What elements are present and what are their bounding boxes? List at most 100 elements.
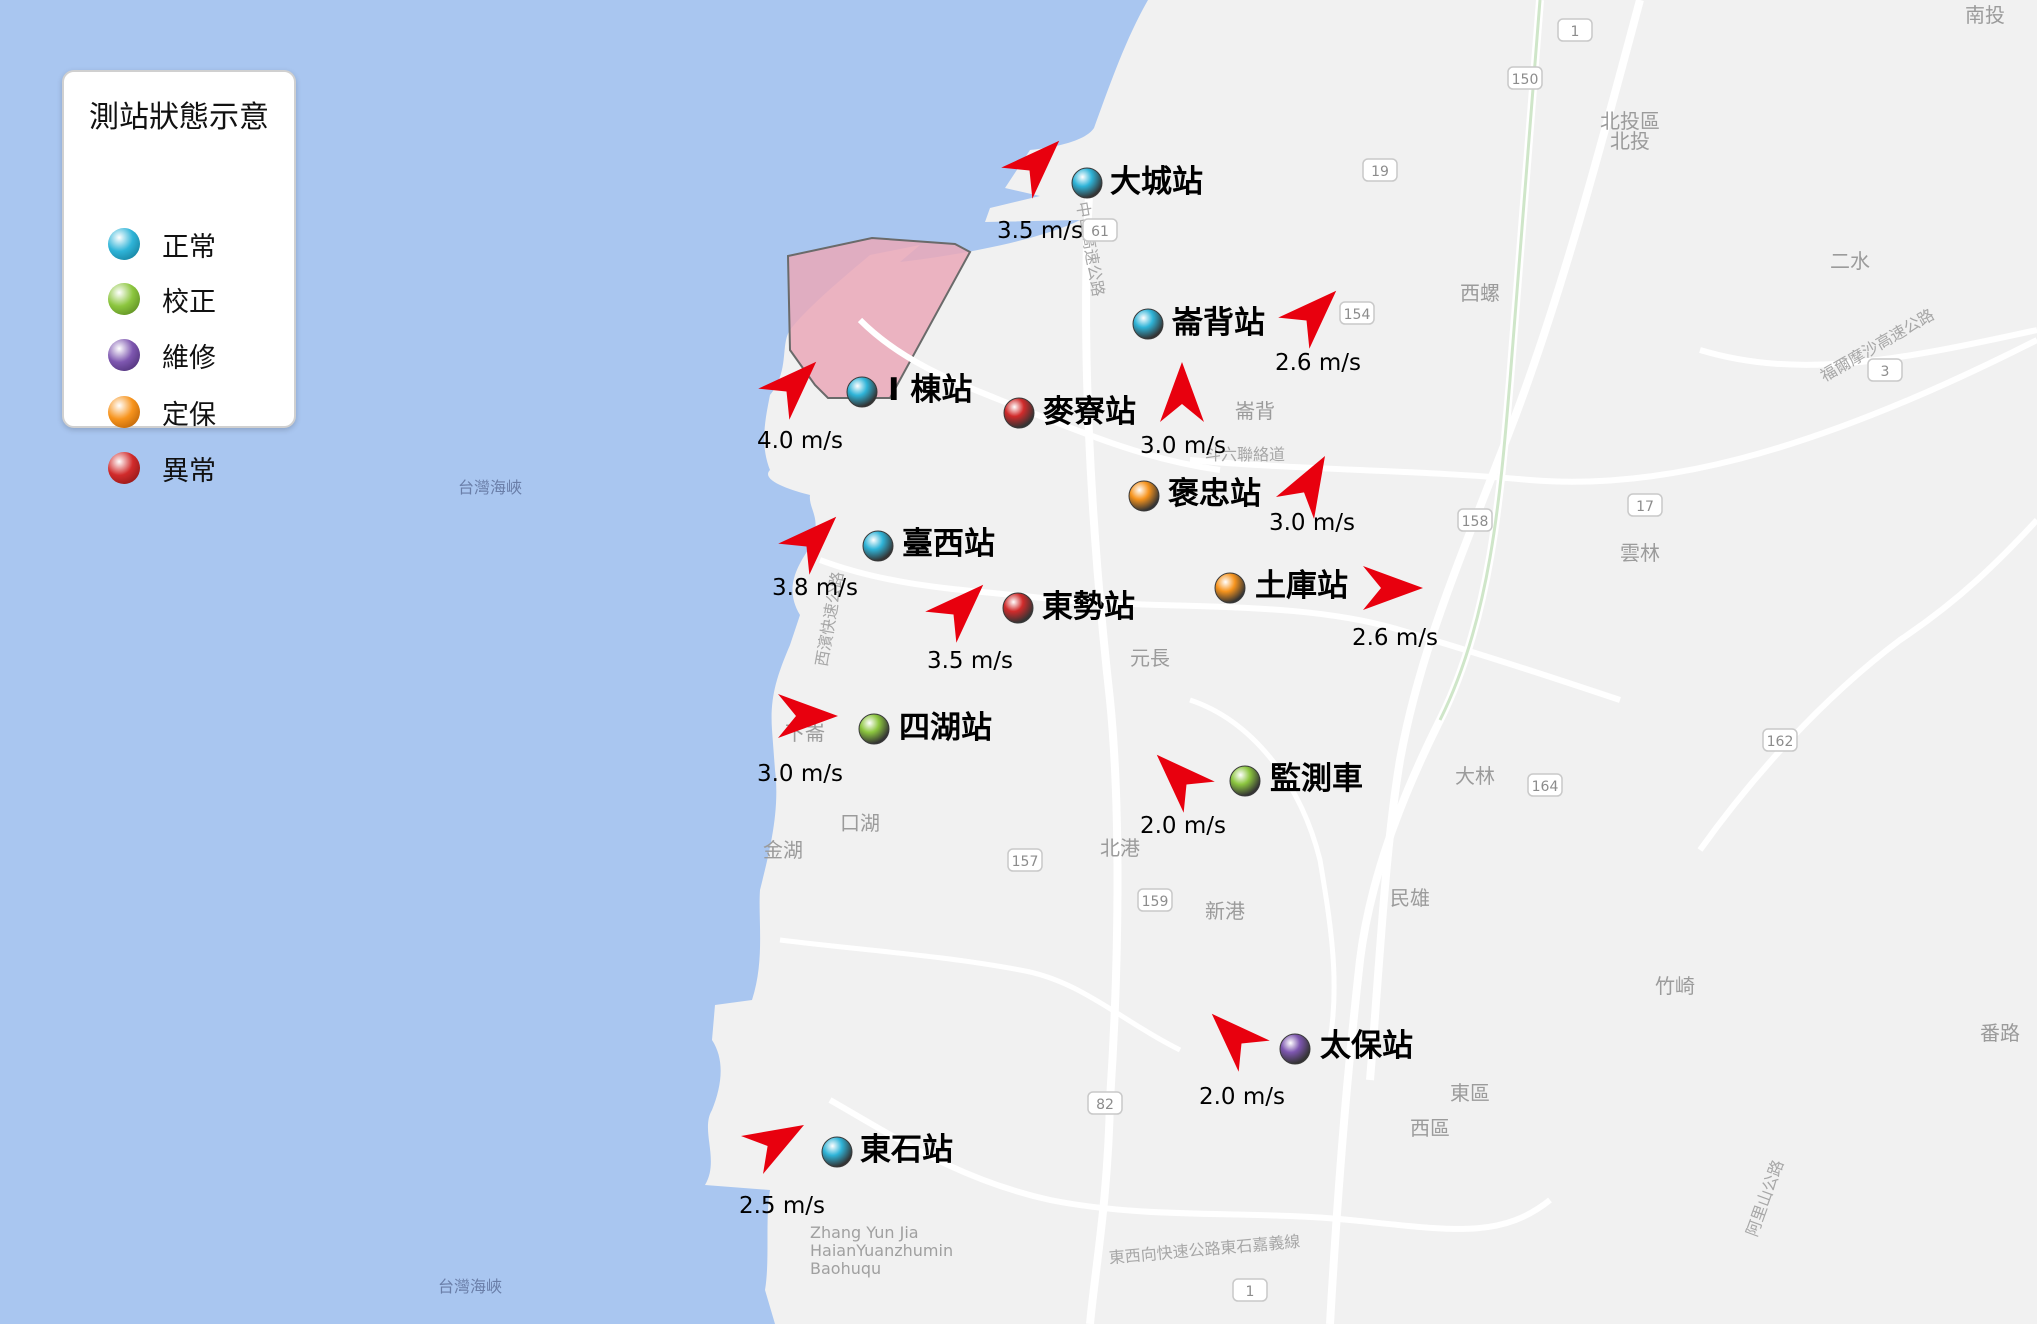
station-status-dot-icon[interactable] bbox=[846, 376, 878, 408]
route-shield-icon: 158 bbox=[1457, 508, 1493, 532]
station-marker[interactable]: 崙背站 2.6 m/s bbox=[1132, 275, 1361, 376]
wind-speed-label: 2.6 m/s bbox=[1352, 625, 1438, 651]
place-label: 金湖 bbox=[763, 838, 803, 862]
place-label: 口湖 bbox=[840, 811, 880, 835]
wind-direction-arrow-icon bbox=[1275, 456, 1325, 519]
station-name: 四湖站 bbox=[899, 710, 992, 746]
route-shield-icon: 3 bbox=[1867, 358, 1903, 382]
legend-label: 定保 bbox=[162, 399, 216, 431]
route-shield-icon: 154 bbox=[1339, 301, 1375, 325]
legend-label: 異常 bbox=[162, 455, 216, 487]
place-label: 雲林 bbox=[1620, 541, 1660, 565]
station-name: 監測車 bbox=[1270, 761, 1363, 797]
station-name: 褒忠站 bbox=[1168, 476, 1261, 512]
station-status-dot-icon[interactable] bbox=[858, 713, 890, 745]
wind-direction-arrow-icon bbox=[1363, 566, 1423, 610]
station-name: 東勢站 bbox=[1042, 589, 1135, 625]
legend-title: 測站狀態示意 bbox=[89, 100, 269, 135]
wind-speed-label: 2.5 m/s bbox=[739, 1193, 825, 1219]
station-status-dot-icon[interactable] bbox=[821, 1136, 853, 1168]
station-status-dot-icon[interactable] bbox=[1279, 1033, 1311, 1065]
route-shield-icon: 162 bbox=[1762, 728, 1798, 752]
place-label: 元長 bbox=[1130, 646, 1170, 670]
place-label: 北投區 bbox=[1600, 109, 1660, 133]
wind-direction-arrow-icon bbox=[741, 1125, 804, 1175]
wind-direction-arrow-icon bbox=[1001, 140, 1060, 199]
legend-label: 正常 bbox=[162, 231, 216, 263]
repair-status-dot-icon bbox=[108, 339, 140, 371]
legend-item-maintenance: 定保 bbox=[108, 392, 216, 432]
normal-status-dot-icon bbox=[108, 228, 140, 260]
wind-direction-arrow-icon bbox=[1211, 1013, 1270, 1072]
wind-speed-label: 2.0 m/s bbox=[1140, 813, 1226, 839]
station-marker[interactable]: 太保站 2.0 m/s bbox=[1196, 998, 1413, 1110]
station-name: 麥寮站 bbox=[1043, 394, 1136, 430]
station-marker[interactable]: 東勢站 3.5 m/s bbox=[925, 569, 1135, 674]
route-number: 162 bbox=[1767, 734, 1794, 750]
place-label: 西區 bbox=[1410, 1116, 1450, 1140]
place-label: 北投 bbox=[1610, 129, 1650, 153]
station-name: 崙背站 bbox=[1171, 305, 1265, 341]
station-marker[interactable]: 監測車 2.0 m/s bbox=[1140, 739, 1363, 839]
wind-direction-arrow-icon bbox=[925, 584, 984, 643]
route-number: 82 bbox=[1096, 1097, 1114, 1113]
wind-speed-label: 3.0 m/s bbox=[1269, 510, 1355, 536]
station-marker[interactable]: 東石站 2.5 m/s bbox=[739, 1106, 953, 1219]
station-marker[interactable]: I 棟站 4.0 m/s bbox=[757, 346, 972, 454]
route-number: 158 bbox=[1462, 514, 1489, 530]
route-shield-icon: 157 bbox=[1007, 848, 1043, 872]
abnormal-status-dot-icon bbox=[108, 452, 140, 484]
station-marker[interactable]: 臺西站 3.8 m/s bbox=[772, 501, 995, 601]
wind-direction-arrow-icon bbox=[1156, 754, 1215, 813]
place-label: 番路 bbox=[1980, 1021, 2020, 1045]
route-number: 150 bbox=[1512, 72, 1539, 88]
station-name: I 棟站 bbox=[888, 372, 972, 408]
legend-item-repair: 維修 bbox=[108, 335, 216, 375]
romanized-label: Zhang Yun Jia bbox=[810, 1223, 919, 1242]
route-shield-icon: 61 bbox=[1082, 218, 1118, 242]
place-label: 北港 bbox=[1100, 836, 1140, 860]
place-label: 南投 bbox=[1965, 3, 2005, 27]
route-number: 3 bbox=[1881, 364, 1890, 380]
wind-speed-label: 4.0 m/s bbox=[757, 428, 843, 454]
place-label: 二水 bbox=[1830, 249, 1870, 273]
station-marker[interactable]: 褒忠站 3.0 m/s bbox=[1128, 445, 1355, 536]
station-status-dot-icon[interactable] bbox=[1214, 572, 1246, 604]
station-marker[interactable]: 四湖站 3.0 m/s bbox=[757, 694, 992, 787]
route-number: 19 bbox=[1371, 164, 1389, 180]
place-label: 東區 bbox=[1450, 1081, 1490, 1105]
wind-speed-label: 2.0 m/s bbox=[1199, 1084, 1285, 1110]
station-status-dot-icon[interactable] bbox=[1132, 308, 1164, 340]
station-status-legend: 測站狀態示意 正常 校正 維修 定保 異常 bbox=[62, 70, 296, 487]
station-status-dot-icon[interactable] bbox=[862, 530, 894, 562]
wind-speed-label: 2.6 m/s bbox=[1275, 350, 1361, 376]
station-name: 臺西站 bbox=[902, 526, 995, 562]
route-shield-icon: 159 bbox=[1137, 888, 1173, 912]
station-name: 東石站 bbox=[860, 1132, 953, 1168]
route-shield-icon: 19 bbox=[1362, 158, 1398, 182]
legend-item-normal: 正常 bbox=[108, 224, 216, 264]
route-number: 1 bbox=[1571, 24, 1580, 40]
place-label: 竹崎 bbox=[1655, 974, 1695, 998]
place-label: 大林 bbox=[1455, 764, 1495, 788]
legend-label: 校正 bbox=[162, 286, 216, 318]
industrial-zone-polygon bbox=[786, 236, 972, 399]
wind-direction-arrow-icon bbox=[758, 361, 817, 420]
route-shield-icon: 1 bbox=[1557, 18, 1593, 42]
station-status-dot-icon[interactable] bbox=[1071, 167, 1103, 199]
station-name: 大城站 bbox=[1110, 164, 1203, 200]
station-name: 太保站 bbox=[1320, 1028, 1413, 1064]
station-marker[interactable]: 大城站 3.5 m/s bbox=[997, 125, 1203, 244]
station-status-dot-icon[interactable] bbox=[1003, 397, 1035, 429]
wind-direction-arrow-icon bbox=[1160, 362, 1204, 422]
station-status-dot-icon[interactable] bbox=[1229, 765, 1261, 797]
station-status-dot-icon[interactable] bbox=[1128, 480, 1160, 512]
place-label: 西螺 bbox=[1460, 281, 1500, 305]
station-status-dot-icon[interactable] bbox=[1002, 592, 1034, 624]
place-label: 民雄 bbox=[1390, 886, 1430, 910]
calibration-status-dot-icon bbox=[108, 283, 140, 315]
route-number: 164 bbox=[1532, 779, 1559, 795]
